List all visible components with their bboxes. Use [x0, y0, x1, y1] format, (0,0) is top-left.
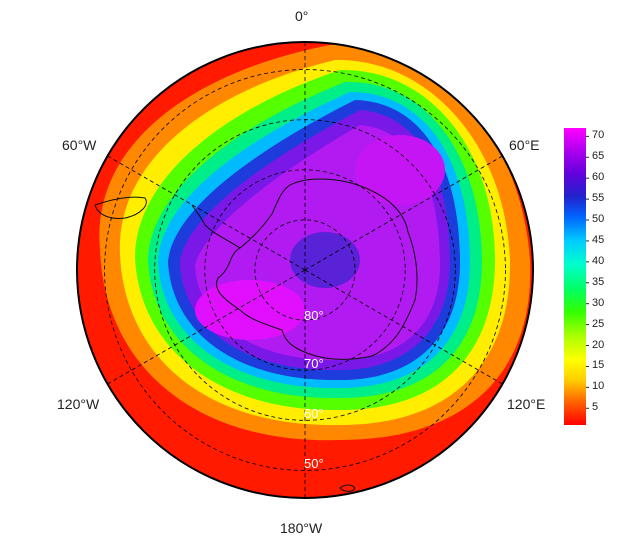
colorbar-tick-label: 60: [592, 171, 605, 184]
colorbar-tick-label: 35: [592, 275, 605, 288]
peninsula: [191, 204, 241, 249]
lon-label-60w: 60°W: [62, 137, 97, 153]
colorbar-tick-label: 5: [592, 401, 599, 414]
graticule: [104, 42, 506, 498]
lon-label-60e: 60°E: [509, 137, 540, 153]
meridian-120: [304, 269, 503, 385]
colorbar-tick-label: 50: [592, 213, 605, 226]
colorbar-tick-label: 45: [592, 233, 605, 246]
coastline: [216, 178, 418, 360]
lat-label-70: 70°: [304, 356, 324, 371]
meridian-60: [304, 155, 503, 271]
latitude-circle-50: [104, 69, 506, 471]
south-america-tip: [94, 196, 147, 219]
colorbar-tick-label: 65: [592, 150, 605, 163]
island-bottom: [339, 484, 356, 492]
meridian-240: [107, 269, 306, 385]
map-border: [76, 41, 534, 499]
colorbar-tick-label: 10: [592, 380, 605, 393]
colorbar-tick-label: 55: [592, 192, 605, 205]
lon-label-180w: 180°W: [280, 520, 323, 536]
lon-label-120w: 120°W: [57, 396, 100, 412]
lon-label-120e: 120°E: [507, 396, 546, 412]
colorbar-tick-label: 30: [592, 296, 605, 309]
colorbar-tick-label: 25: [592, 317, 605, 330]
lat-label-50: 50°: [304, 456, 324, 471]
lon-label-0: 0°: [295, 8, 309, 24]
meridian-300: [107, 155, 306, 271]
lat-label-60: 60°: [304, 406, 324, 421]
data-field: [77, 42, 533, 498]
colorbar-tick-label: 70: [592, 129, 605, 142]
lat-label-80: 80°: [304, 308, 324, 323]
colorbar: [564, 128, 586, 425]
colorbar-tick-label: 15: [592, 359, 605, 372]
colorbar-tick-label: 20: [592, 338, 605, 351]
colorbar-ticks: [586, 135, 589, 409]
colorbar-tick-label: 40: [592, 254, 605, 267]
